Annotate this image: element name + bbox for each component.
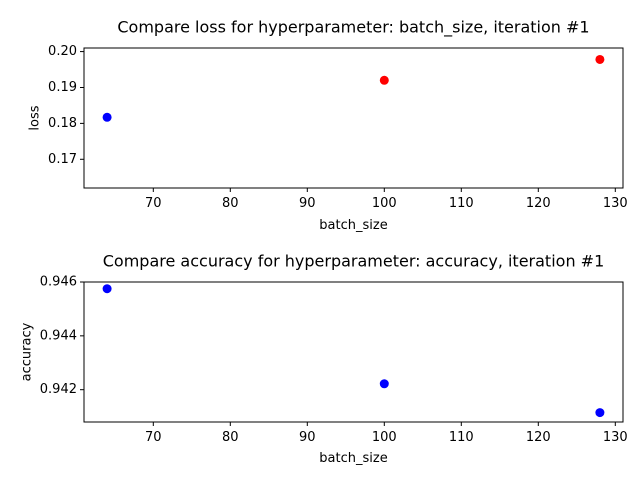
x-tick-label: 120 (526, 196, 551, 211)
data-point (102, 284, 112, 294)
loss-chart: Compare loss for hyperparameter: batch_s… (28, 18, 628, 234)
accuracy-chart: Compare accuracy for hyperparameter: acc… (20, 252, 628, 467)
plot-frame (83, 281, 624, 423)
x-tick-label: 110 (449, 430, 474, 445)
y-tick-label: 0.944 (40, 328, 77, 343)
y-tick-label: 0.942 (40, 382, 77, 397)
chart-title: Compare accuracy for hyperparameter: acc… (103, 252, 605, 271)
data-point (595, 408, 605, 418)
x-tick-label: 80 (222, 196, 239, 211)
plot-frame (83, 47, 624, 189)
y-tick-label: 0.20 (48, 44, 77, 59)
x-tick-label: 130 (603, 196, 628, 211)
x-tick-label: 70 (145, 430, 162, 445)
y-tick-label: 0.19 (48, 80, 77, 95)
y-axis-label: loss (28, 105, 43, 130)
data-point (379, 379, 389, 389)
x-tick-label: 90 (299, 196, 316, 211)
x-tick-label: 100 (372, 430, 397, 445)
x-tick-label: 100 (372, 196, 397, 211)
y-tick-label: 0.18 (48, 116, 77, 131)
data-point (102, 112, 112, 122)
x-tick-label: 80 (222, 430, 239, 445)
y-axis-label: accuracy (20, 322, 35, 381)
x-axis-label: batch_size (319, 451, 387, 466)
data-point (595, 54, 605, 64)
chart-title: Compare loss for hyperparameter: batch_s… (117, 18, 589, 38)
x-tick-label: 130 (603, 430, 628, 445)
x-tick-label: 120 (526, 430, 551, 445)
data-point (379, 75, 389, 85)
y-tick-label: 0.17 (48, 152, 77, 167)
x-tick-label: 90 (299, 430, 316, 445)
x-axis-label: batch_size (319, 218, 387, 233)
x-tick-label: 110 (449, 196, 474, 211)
y-tick-label: 0.946 (40, 275, 77, 290)
x-tick-label: 70 (145, 196, 162, 211)
